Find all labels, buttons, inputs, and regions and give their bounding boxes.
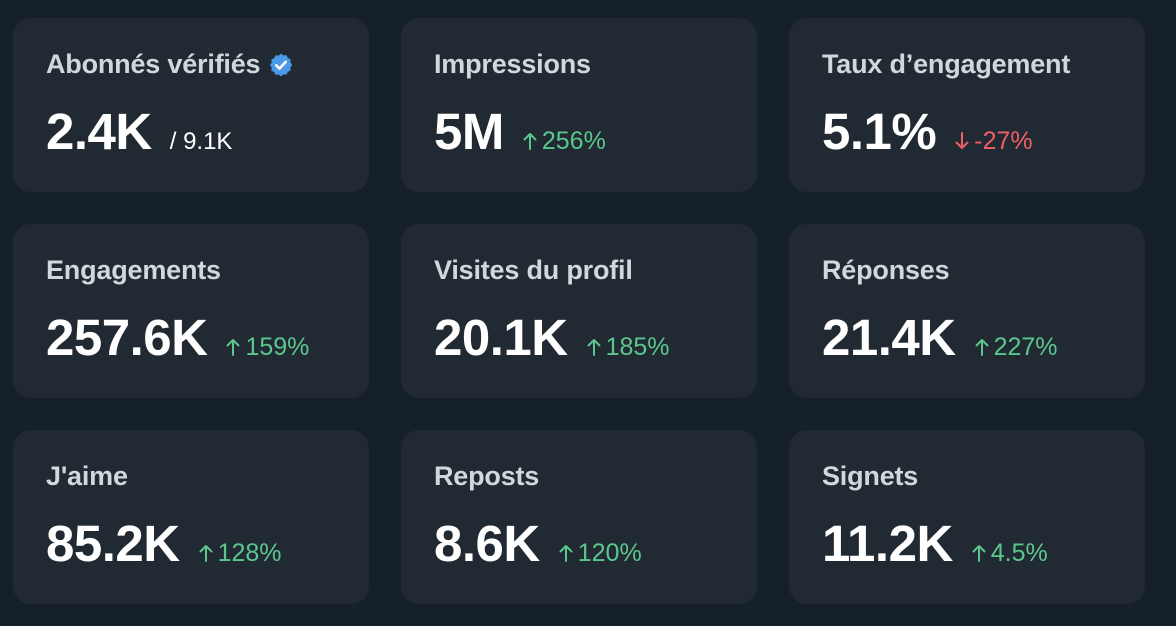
metric-value: 8.6K — [434, 515, 540, 572]
metric-label: Abonnés vérifiés — [46, 49, 261, 79]
metric-card-replies[interactable]: Réponses 21.4K 227% — [789, 224, 1145, 398]
metric-change: 128% — [198, 539, 282, 568]
metric-label: Visites du profil — [434, 255, 633, 285]
metric-title: Impressions — [434, 49, 591, 80]
metric-label: Reposts — [434, 461, 540, 491]
metric-title: J'aime — [46, 461, 128, 492]
metric-card-verified-followers[interactable]: Abonnés vérifiés 2.4K / 9.1K — [13, 18, 369, 192]
metric-label: Signets — [822, 461, 919, 491]
metric-change-value: 120% — [577, 539, 642, 567]
metric-card-engagement-rate[interactable]: Taux d’engagement 5.1% -27% — [789, 18, 1145, 192]
metric-change-value: 185% — [605, 333, 670, 361]
metric-change-value: 227% — [993, 333, 1058, 361]
metric-value-row: 20.1K 185% — [434, 312, 670, 363]
metric-card-reposts[interactable]: Reposts 8.6K 120% — [401, 430, 757, 604]
metric-title: Abonnés vérifiés — [46, 49, 294, 80]
metric-title: Taux d’engagement — [822, 49, 1070, 80]
metric-label: Taux d’engagement — [822, 49, 1071, 79]
verified-badge-icon — [268, 52, 294, 78]
arrow-up-icon — [558, 543, 574, 563]
metric-change-value: -27% — [974, 127, 1033, 155]
metric-label: Réponses — [822, 255, 950, 285]
metric-change-value: 256% — [541, 127, 606, 155]
metric-card-bookmarks[interactable]: Signets 11.2K 4.5% — [789, 430, 1145, 604]
arrow-up-icon — [586, 337, 602, 357]
metric-label: J'aime — [46, 461, 128, 491]
metric-card-profile-visits[interactable]: Visites du profil 20.1K 185% — [401, 224, 757, 398]
arrow-up-icon — [974, 337, 990, 357]
metric-value-row: 11.2K 4.5% — [822, 518, 1048, 569]
metric-change-value: 128% — [217, 539, 282, 567]
metric-value-row: 5M 256% — [434, 106, 606, 157]
arrow-up-icon — [198, 543, 214, 563]
arrow-up-icon — [971, 543, 987, 563]
metric-value-row: 21.4K 227% — [822, 312, 1058, 363]
metric-title: Engagements — [46, 255, 221, 286]
metric-change-value: 4.5% — [990, 539, 1048, 567]
metric-card-impressions[interactable]: Impressions 5M 256% — [401, 18, 757, 192]
metric-label: Engagements — [46, 255, 221, 285]
metric-title: Signets — [822, 461, 918, 492]
metric-value-row: 5.1% -27% — [822, 106, 1033, 157]
arrow-up-icon — [225, 337, 241, 357]
metric-value: 257.6K — [46, 309, 208, 366]
metrics-grid: Abonnés vérifiés 2.4K / 9.1K Impressions… — [13, 18, 1145, 604]
metric-value: 2.4K — [46, 103, 152, 160]
arrow-down-icon — [954, 131, 970, 151]
metric-card-engagements[interactable]: Engagements 257.6K 159% — [13, 224, 369, 398]
metric-value: 5M — [434, 103, 504, 160]
metric-value: 20.1K — [434, 309, 568, 366]
metric-change: 185% — [586, 333, 670, 362]
metric-change: 4.5% — [971, 539, 1048, 568]
metric-change: -27% — [954, 127, 1033, 156]
metric-value-row: 8.6K 120% — [434, 518, 642, 569]
metric-total: / 9.1K — [169, 128, 233, 155]
metric-title: Visites du profil — [434, 255, 633, 286]
metric-value: 21.4K — [822, 309, 956, 366]
metric-value: 5.1% — [822, 103, 937, 160]
metric-change: 256% — [522, 127, 606, 156]
metric-title: Réponses — [822, 255, 950, 286]
metric-card-likes[interactable]: J'aime 85.2K 128% — [13, 430, 369, 604]
metric-change: 159% — [225, 333, 309, 362]
metric-change: 227% — [974, 333, 1058, 362]
metric-value: 85.2K — [46, 515, 180, 572]
metric-value-row: 257.6K 159% — [46, 312, 309, 363]
metric-change: 120% — [558, 539, 642, 568]
arrow-up-icon — [522, 131, 538, 151]
metric-value-row: 85.2K 128% — [46, 518, 282, 569]
metric-value: 11.2K — [822, 515, 953, 572]
metric-change-value: 159% — [245, 333, 310, 361]
metric-title: Reposts — [434, 461, 539, 492]
metric-value-row: 2.4K / 9.1K — [46, 106, 232, 157]
metric-label: Impressions — [434, 49, 591, 79]
